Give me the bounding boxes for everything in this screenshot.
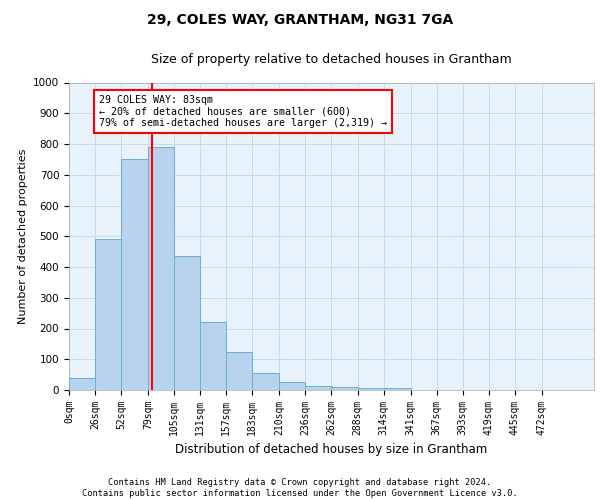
Text: 29, COLES WAY, GRANTHAM, NG31 7GA: 29, COLES WAY, GRANTHAM, NG31 7GA — [147, 12, 453, 26]
Bar — [280, 382, 305, 390]
X-axis label: Distribution of detached houses by size in Grantham: Distribution of detached houses by size … — [175, 444, 488, 456]
Bar — [383, 388, 410, 390]
Bar — [121, 160, 148, 390]
Bar — [148, 147, 174, 390]
Bar — [305, 386, 331, 390]
Bar — [69, 378, 95, 390]
Y-axis label: Number of detached properties: Number of detached properties — [17, 148, 28, 324]
Bar — [331, 387, 358, 390]
Bar — [174, 256, 200, 390]
Bar — [253, 373, 280, 390]
Bar — [200, 322, 226, 390]
Bar — [358, 388, 383, 390]
Bar — [95, 240, 121, 390]
Text: Contains HM Land Registry data © Crown copyright and database right 2024.
Contai: Contains HM Land Registry data © Crown c… — [82, 478, 518, 498]
Title: Size of property relative to detached houses in Grantham: Size of property relative to detached ho… — [151, 53, 512, 66]
Text: 29 COLES WAY: 83sqm
← 20% of detached houses are smaller (600)
79% of semi-detac: 29 COLES WAY: 83sqm ← 20% of detached ho… — [99, 95, 387, 128]
Bar — [226, 352, 253, 390]
